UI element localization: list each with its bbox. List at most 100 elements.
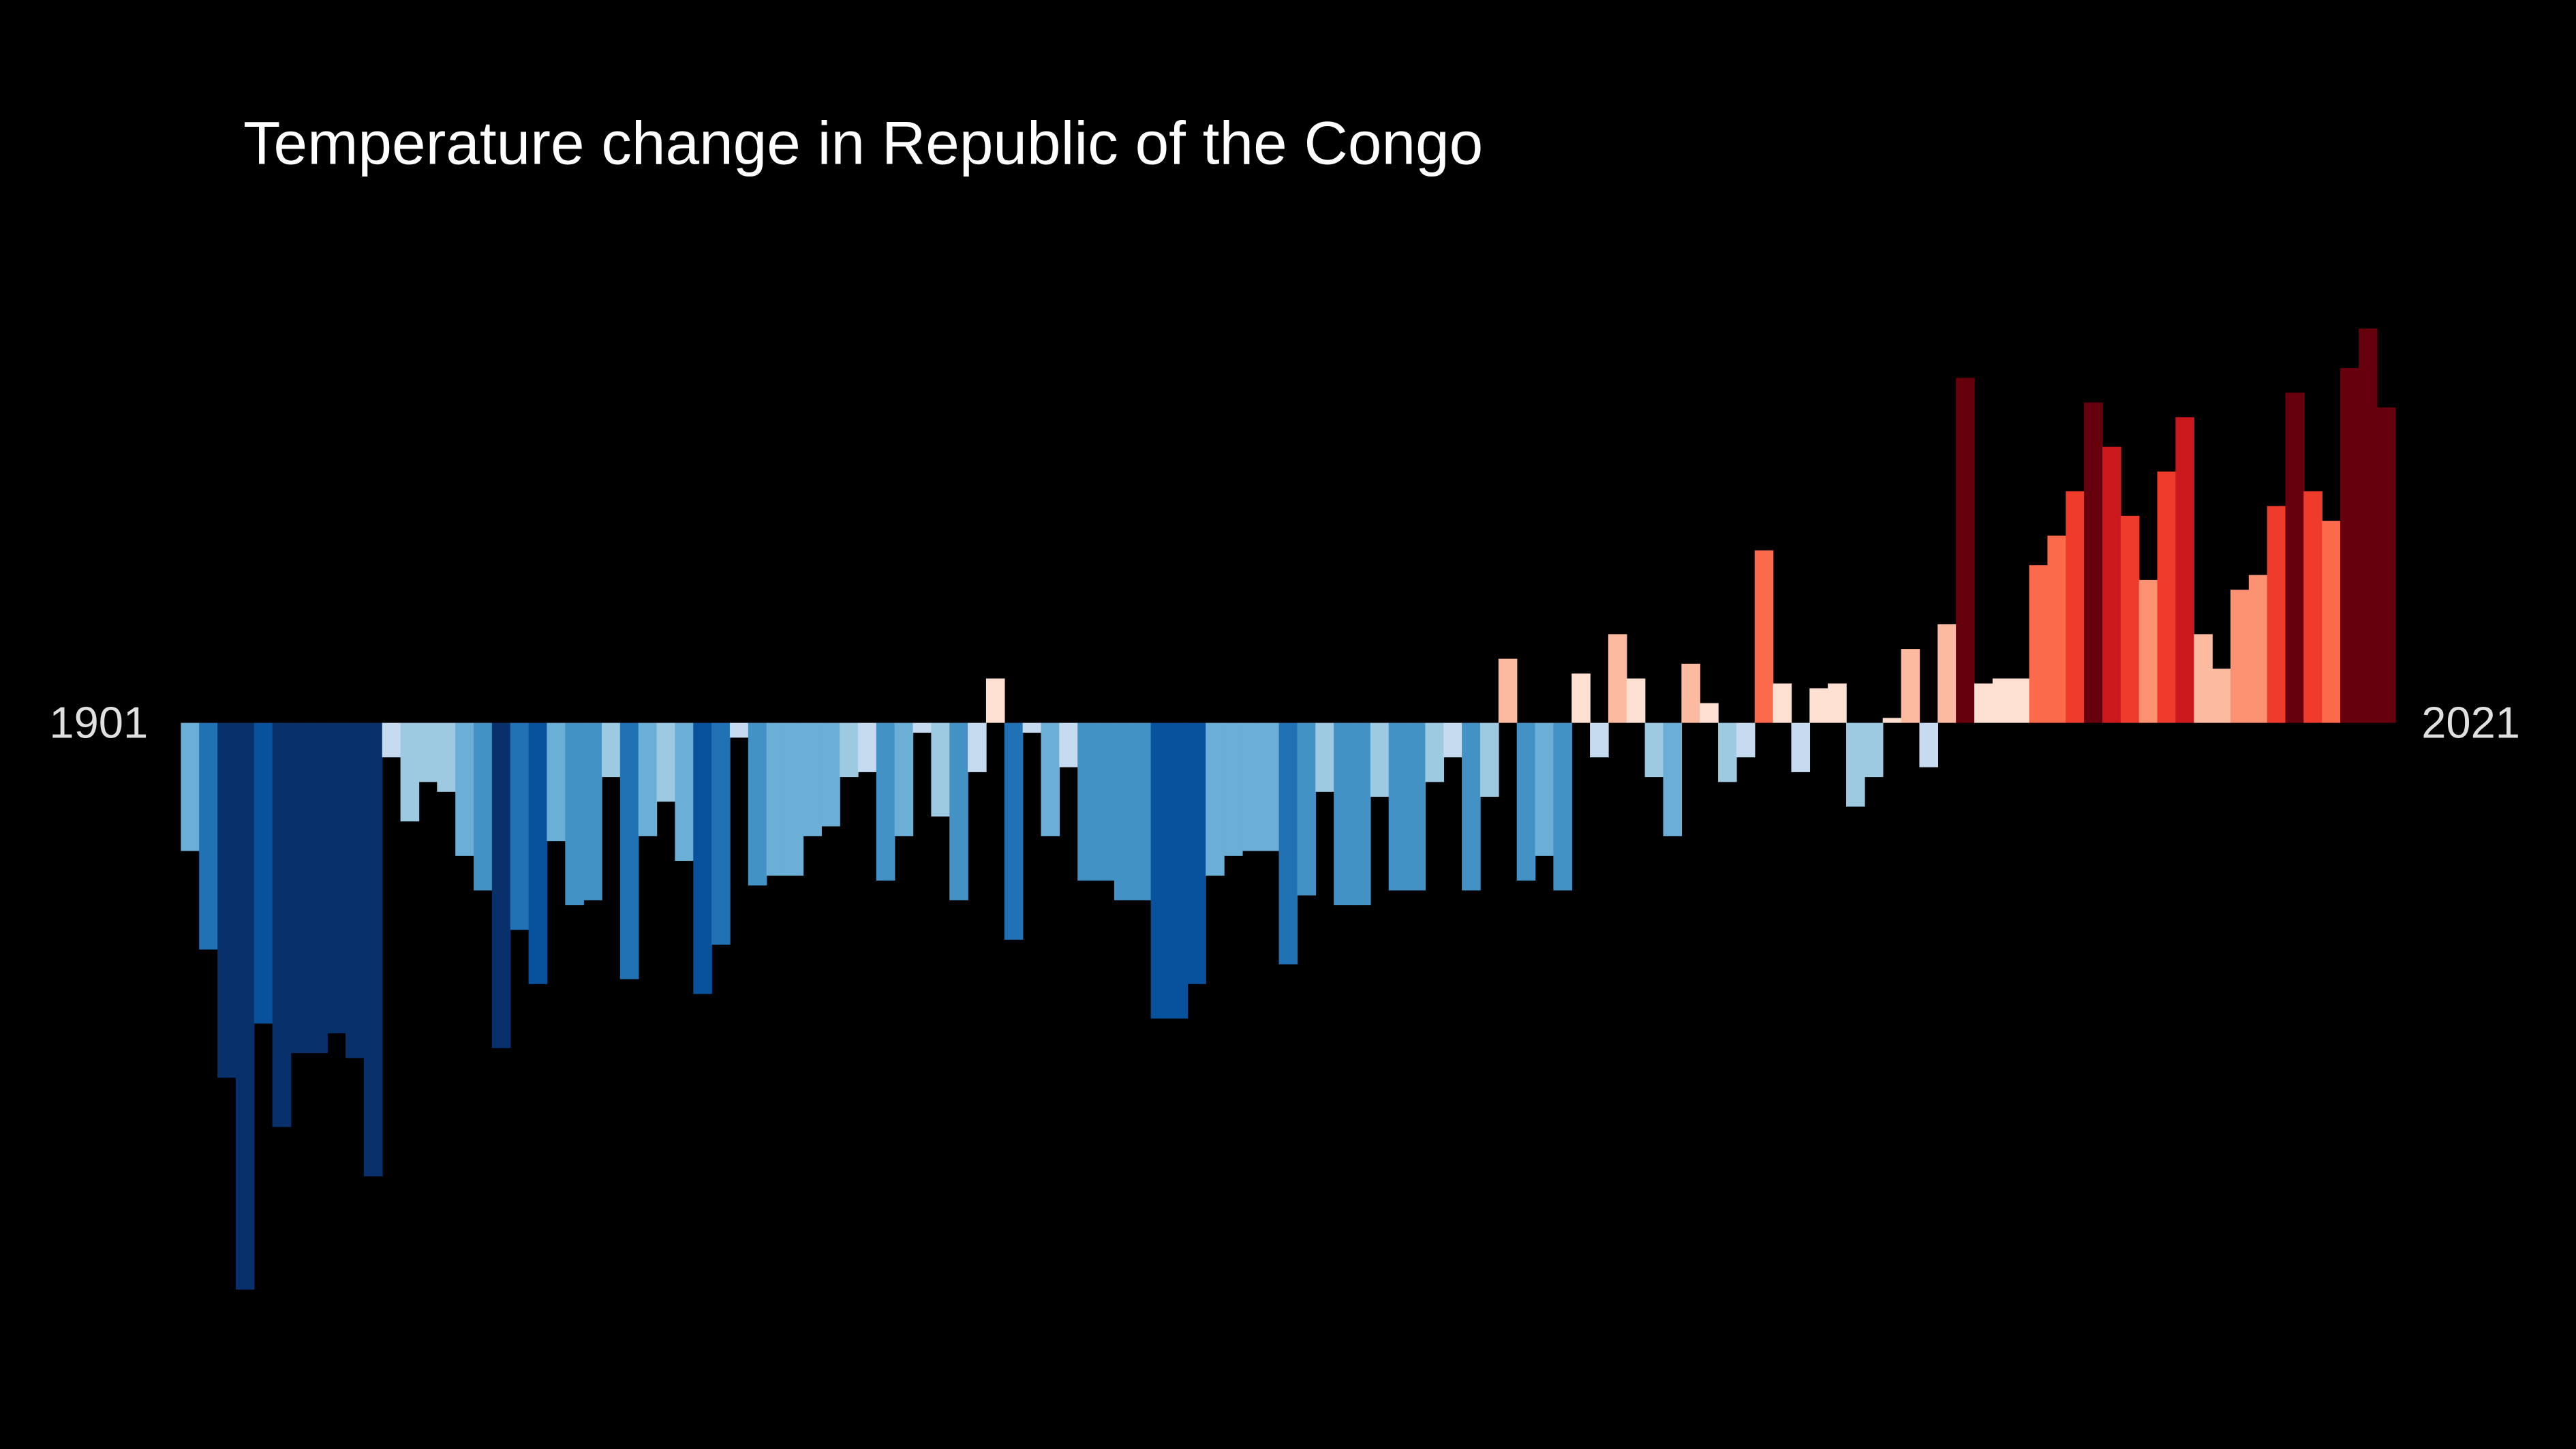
bar (1004, 722, 1024, 940)
bar (418, 722, 438, 782)
bar (217, 722, 236, 1078)
bar (1169, 722, 1189, 1019)
bar (2285, 393, 2305, 723)
bar (565, 722, 584, 906)
bar (181, 722, 200, 851)
bar (199, 722, 218, 950)
bar (2084, 402, 2103, 723)
bar (784, 722, 804, 876)
chart-title: Temperature change in Republic of the Co… (243, 109, 1483, 177)
bar (601, 722, 621, 778)
bar (1114, 722, 1133, 900)
bar (254, 722, 273, 1024)
bar (1571, 673, 1591, 723)
bar (1974, 683, 1993, 723)
bar (1407, 722, 1426, 891)
bar (1590, 722, 1609, 758)
bar (1059, 722, 1078, 767)
bar (1956, 378, 1975, 723)
bar (675, 722, 694, 861)
bar (455, 722, 474, 856)
bar (2340, 367, 2359, 723)
bar (363, 722, 383, 1176)
bar (2358, 329, 2378, 723)
bar (1553, 722, 1572, 891)
bar (1681, 663, 1700, 723)
bar (1479, 722, 1499, 797)
bar (2194, 634, 2213, 723)
bar (346, 722, 365, 1058)
bar (2322, 521, 2341, 723)
bar (1388, 722, 1408, 891)
bar (2120, 515, 2140, 723)
bar (474, 722, 493, 891)
bar (1754, 550, 1774, 723)
bar (1992, 678, 2012, 723)
bar (894, 722, 914, 836)
bar (1828, 683, 1847, 723)
bar (1846, 722, 1865, 807)
bar (985, 678, 1005, 723)
bar (1626, 678, 1646, 723)
bar (1351, 722, 1371, 906)
bar (1937, 624, 1957, 723)
bar (2157, 471, 2177, 723)
bar (1718, 722, 1737, 782)
bar (1278, 722, 1298, 964)
bar (1608, 634, 1627, 723)
bar (2175, 417, 2194, 723)
bar (2047, 535, 2066, 723)
bar (2066, 491, 2085, 723)
bar (2010, 678, 2030, 723)
bar (382, 722, 401, 758)
bar (1919, 722, 1939, 767)
bar (1516, 722, 1536, 881)
bar (272, 722, 292, 1127)
bar (2376, 407, 2396, 723)
bar (876, 722, 895, 881)
bar (235, 722, 255, 1290)
bar (1498, 658, 1518, 723)
bar (1132, 722, 1152, 900)
bar (1663, 722, 1683, 836)
bar (1242, 722, 1261, 851)
bar (1370, 722, 1390, 797)
bar (913, 722, 932, 733)
bar (748, 722, 767, 886)
bar (1187, 722, 1206, 984)
bar (528, 722, 548, 984)
bar (1809, 688, 1828, 723)
bar (931, 722, 950, 817)
bar (437, 722, 456, 792)
bar (1535, 722, 1554, 856)
bar (1773, 683, 1792, 723)
bar (583, 722, 602, 900)
bar (2212, 669, 2231, 723)
bar (510, 722, 530, 930)
bar (2248, 575, 2268, 723)
bar (711, 722, 731, 945)
bar (857, 722, 877, 772)
bar (803, 722, 822, 836)
bar (1736, 722, 1755, 758)
bar (2138, 579, 2158, 723)
bar (2102, 446, 2121, 723)
bar (1224, 722, 1243, 856)
bar (1260, 722, 1280, 851)
bar (693, 722, 712, 994)
bar (638, 722, 658, 836)
bar (729, 722, 749, 738)
bar (968, 722, 987, 772)
bar (2303, 491, 2322, 723)
bar (1882, 718, 1902, 723)
bar (547, 722, 566, 842)
bar (2029, 565, 2049, 723)
bar (1901, 649, 1920, 723)
bar (309, 722, 328, 1054)
bar (1334, 722, 1353, 906)
bar (491, 722, 511, 1048)
bar (1791, 722, 1811, 772)
bar (1022, 722, 1042, 733)
